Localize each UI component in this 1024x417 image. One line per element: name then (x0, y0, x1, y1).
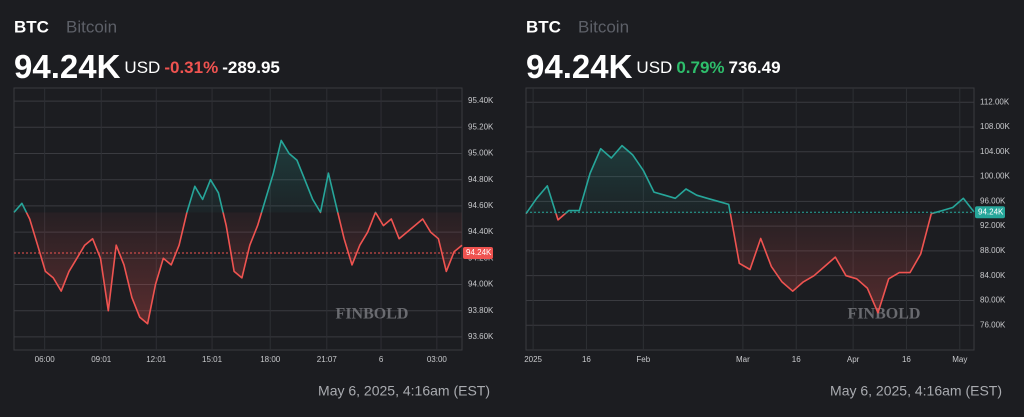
price-tag-label: 94.24K (978, 207, 1004, 216)
x-tick-label: 2025 (524, 355, 542, 364)
y-tick-label: 93.60K (468, 332, 494, 341)
price: 94.24K (526, 48, 633, 85)
change-value: 736.49 (729, 58, 781, 77)
price: 94.24K (14, 48, 121, 85)
x-tick-label: Apr (847, 355, 860, 364)
watermark: FINBOLD (848, 306, 921, 323)
asset-name: Bitcoin (578, 17, 629, 36)
y-tick-label: 94.00K (468, 280, 494, 289)
x-tick-label: 6 (379, 355, 384, 364)
y-tick-label: 84.00K (980, 271, 1006, 280)
area-fill (14, 140, 462, 324)
asset-name: Bitcoin (66, 17, 117, 36)
x-tick-label: Mar (736, 355, 750, 364)
y-tick-label: 76.00K (980, 320, 1006, 329)
y-tick-label: 96.00K (980, 196, 1006, 205)
y-tick-label: 104.00K (980, 147, 1010, 156)
y-tick-label: 95.00K (468, 149, 494, 158)
symbol: BTC (14, 17, 49, 36)
price-line (525, 144, 975, 314)
change-percent: -0.31% (164, 58, 218, 77)
y-tick-label: 88.00K (980, 246, 1006, 255)
area-fill (526, 145, 974, 313)
x-tick-label: 18:00 (260, 355, 281, 364)
y-tick-label: 92.00K (980, 221, 1006, 230)
x-tick-label: 16 (902, 355, 911, 364)
change-value: -289.95 (222, 58, 280, 77)
symbol: BTC (526, 17, 561, 36)
x-tick-label: Feb (636, 355, 650, 364)
x-tick-label: 09:01 (91, 355, 112, 364)
timestamp: May 6, 2025, 4:16am (EST) (830, 383, 1002, 399)
currency: USD (124, 58, 160, 77)
x-tick-label: May (952, 355, 967, 364)
y-tick-label: 95.40K (468, 96, 494, 105)
price-tag (463, 247, 493, 260)
change-percent: 0.79% (676, 58, 724, 77)
x-tick-label: 16 (792, 355, 801, 364)
price-line (13, 139, 463, 325)
x-tick-label: 12:01 (146, 355, 167, 364)
y-tick-label: 108.00K (980, 122, 1010, 131)
price-tag (975, 206, 1005, 219)
y-tick-label: 94.60K (468, 201, 494, 210)
x-tick-label: 16 (582, 355, 591, 364)
price-row: 94.24K USD 0.79% 736.49 (526, 48, 781, 85)
timestamp: May 6, 2025, 4:16am (EST) (318, 383, 490, 399)
price-tag-label: 94.24K (466, 248, 492, 257)
plot-area (525, 87, 975, 351)
y-tick-label: 100.00K (980, 172, 1010, 181)
watermark: FINBOLD (336, 306, 409, 323)
y-tick-label: 93.80K (468, 306, 494, 315)
y-tick-label: 94.80K (468, 175, 494, 184)
x-tick-label: 06:00 (35, 355, 56, 364)
y-tick-label: 80.00K (980, 296, 1006, 305)
x-tick-label: 03:00 (427, 355, 448, 364)
price-row: 94.24K USD -0.31% -289.95 (14, 48, 280, 85)
x-tick-label: 21:07 (317, 355, 338, 364)
y-tick-label: 112.00K (980, 97, 1010, 106)
currency: USD (636, 58, 672, 77)
y-tick-label: 95.20K (468, 122, 494, 131)
x-tick-label: 15:01 (202, 355, 223, 364)
y-tick-label: 94.40K (468, 227, 494, 236)
